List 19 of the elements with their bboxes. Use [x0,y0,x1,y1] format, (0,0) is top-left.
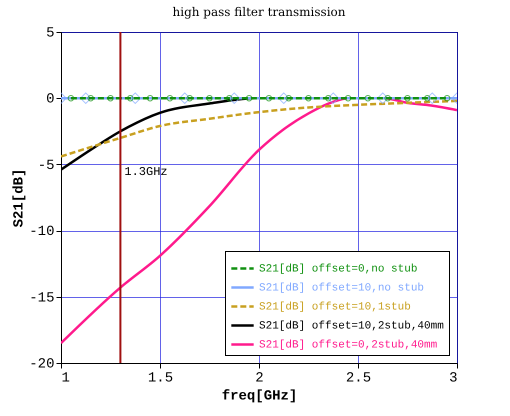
x-tick-label: 2.5 [346,370,372,386]
legend-label: S21[dB] offset=0,2stub,40mm [259,340,438,352]
x-tick-label: 2 [255,370,264,386]
x-axis-title: freq[GHz] [222,388,298,404]
legend-label: S21[dB] offset=10,2stub,40mm [259,320,444,332]
y-tick-label: 5 [46,26,54,42]
y-tick-label: -20 [29,356,54,372]
y-axis-title: S21[dB] [11,168,28,228]
y-tick-label: -15 [29,290,54,306]
x-tick-label: 1 [62,370,70,386]
x-tick-label: 1.5 [148,370,174,386]
legend-label: S21[dB] offset=10,no stub [259,282,424,294]
x-tick-label: 3 [449,370,458,386]
legend-label: S21[dB] offset=0,no stub [259,264,418,276]
y-tick-label: -5 [38,158,54,174]
chart-title: high pass filter transmission [172,5,346,19]
y-tick-label: -10 [29,224,54,240]
y-tick-label: 0 [46,92,54,108]
legend-label: S21[dB] offset=10,1stub [259,302,411,314]
